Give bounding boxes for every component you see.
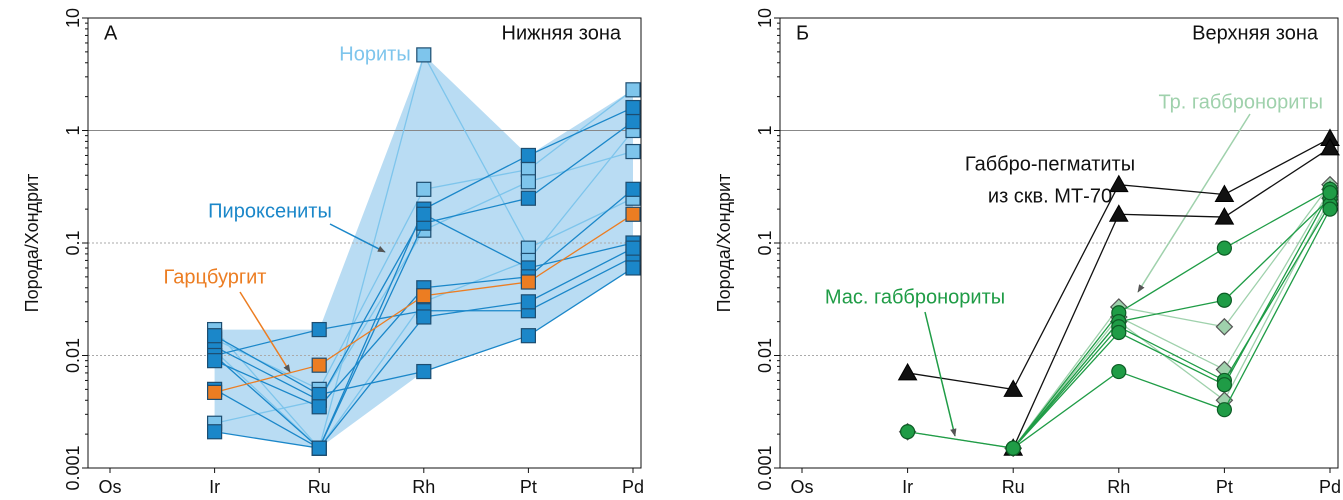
marker — [520, 274, 537, 290]
marker — [1214, 207, 1235, 225]
marker — [1214, 184, 1235, 202]
x-tick-label: Pt — [1216, 477, 1233, 497]
marker — [416, 309, 432, 325]
y-axis-label: Порода/Хондрит — [22, 174, 42, 313]
marker — [625, 240, 641, 256]
series-annotation: Нориты — [339, 43, 410, 65]
x-tick-label: Rh — [412, 477, 435, 497]
marker — [207, 353, 223, 369]
series-line — [1012, 204, 1331, 449]
marker — [1322, 185, 1338, 201]
y-tick-label: 0.01 — [755, 338, 775, 373]
marker — [1215, 317, 1234, 336]
marker — [625, 99, 641, 116]
series-line — [1012, 147, 1331, 449]
marker — [1111, 363, 1127, 380]
x-tick-label: Ru — [308, 477, 331, 497]
marker — [520, 294, 537, 310]
marker — [625, 143, 641, 160]
panel-title: Нижняя зона — [502, 22, 622, 44]
series-line — [1012, 208, 1331, 449]
y-tick-label: 10 — [63, 8, 83, 28]
y-axis-label: Порода/Хондрит — [714, 174, 734, 313]
series-line — [1012, 192, 1331, 449]
marker — [1216, 240, 1233, 256]
marker — [207, 328, 223, 344]
x-tick-label: Rh — [1107, 477, 1130, 497]
x-tick-label: Ir — [209, 477, 220, 497]
series-annotation: Тр. габбронориты — [1159, 91, 1323, 113]
panel-title: Верхняя зона — [1192, 22, 1319, 44]
x-tick-label: Pd — [622, 477, 644, 497]
marker — [625, 82, 641, 98]
series-annotation: Пироксениты — [208, 200, 332, 222]
marker — [625, 113, 641, 130]
envelope — [214, 54, 633, 449]
marker — [416, 288, 432, 304]
marker — [416, 206, 432, 222]
marker — [897, 362, 918, 381]
marker — [520, 174, 537, 190]
marker — [416, 47, 432, 63]
x-tick-label: Pt — [520, 477, 537, 497]
marker — [1003, 379, 1024, 397]
y-tick-label: 1 — [755, 125, 775, 135]
series-annotation: Мас. габбронориты — [825, 286, 1005, 308]
series-line — [1012, 197, 1331, 449]
y-tick-label: 0.1 — [755, 230, 775, 255]
x-tick-label: Os — [98, 477, 121, 497]
marker — [311, 399, 327, 415]
marker — [1108, 174, 1129, 193]
marker — [520, 190, 537, 206]
plot-frame — [779, 17, 1339, 469]
y-tick-label: 0.001 — [755, 445, 775, 490]
marker — [416, 363, 432, 380]
annotation-arrow — [239, 291, 291, 373]
panel-letter: А — [104, 22, 118, 44]
marker — [311, 357, 327, 373]
annotation-arrow — [1137, 113, 1251, 293]
series-annotation: из скв. МТ-70 — [988, 185, 1112, 207]
panel-letter: Б — [796, 22, 809, 44]
marker — [1216, 402, 1233, 418]
x-tick-label: Ir — [902, 477, 913, 497]
marker — [1005, 440, 1021, 456]
marker — [311, 440, 327, 456]
marker — [207, 424, 223, 440]
plot-frame — [87, 17, 642, 469]
marker — [1108, 204, 1129, 222]
marker — [625, 181, 641, 197]
y-tick-label: 0.01 — [63, 338, 83, 373]
y-tick-label: 10 — [755, 8, 775, 28]
series-annotation: Габбро-пегматиты — [965, 153, 1135, 175]
marker — [207, 384, 223, 400]
annotation-arrow — [924, 311, 957, 437]
marker — [1216, 377, 1233, 393]
series-line — [1012, 197, 1331, 449]
x-tick-label: Os — [790, 477, 813, 497]
marker — [1320, 137, 1340, 156]
marker — [520, 147, 537, 164]
annotation-arrow — [329, 223, 386, 253]
marker — [311, 321, 327, 338]
series-line — [1012, 188, 1331, 449]
marker — [625, 206, 641, 222]
x-tick-label: Ru — [1002, 477, 1025, 497]
marker — [1216, 292, 1233, 308]
marker — [1322, 201, 1338, 217]
marker — [1111, 324, 1127, 341]
y-tick-label: 0.001 — [63, 445, 83, 490]
marker — [625, 260, 641, 276]
marker — [520, 328, 537, 344]
y-tick-label: 0.1 — [63, 230, 83, 255]
x-tick-label: Pd — [1319, 477, 1341, 497]
series-annotation: Гарцбургит — [164, 266, 267, 288]
marker — [416, 181, 432, 197]
y-tick-label: 1 — [63, 125, 83, 135]
marker — [899, 424, 916, 440]
